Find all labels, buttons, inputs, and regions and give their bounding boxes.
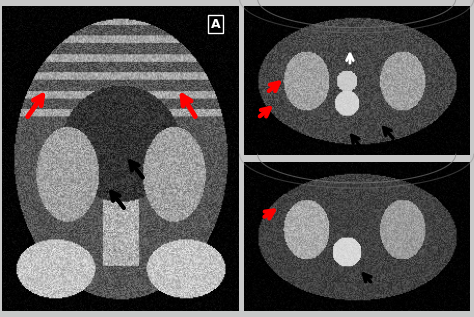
Text: A: A [211, 18, 220, 31]
